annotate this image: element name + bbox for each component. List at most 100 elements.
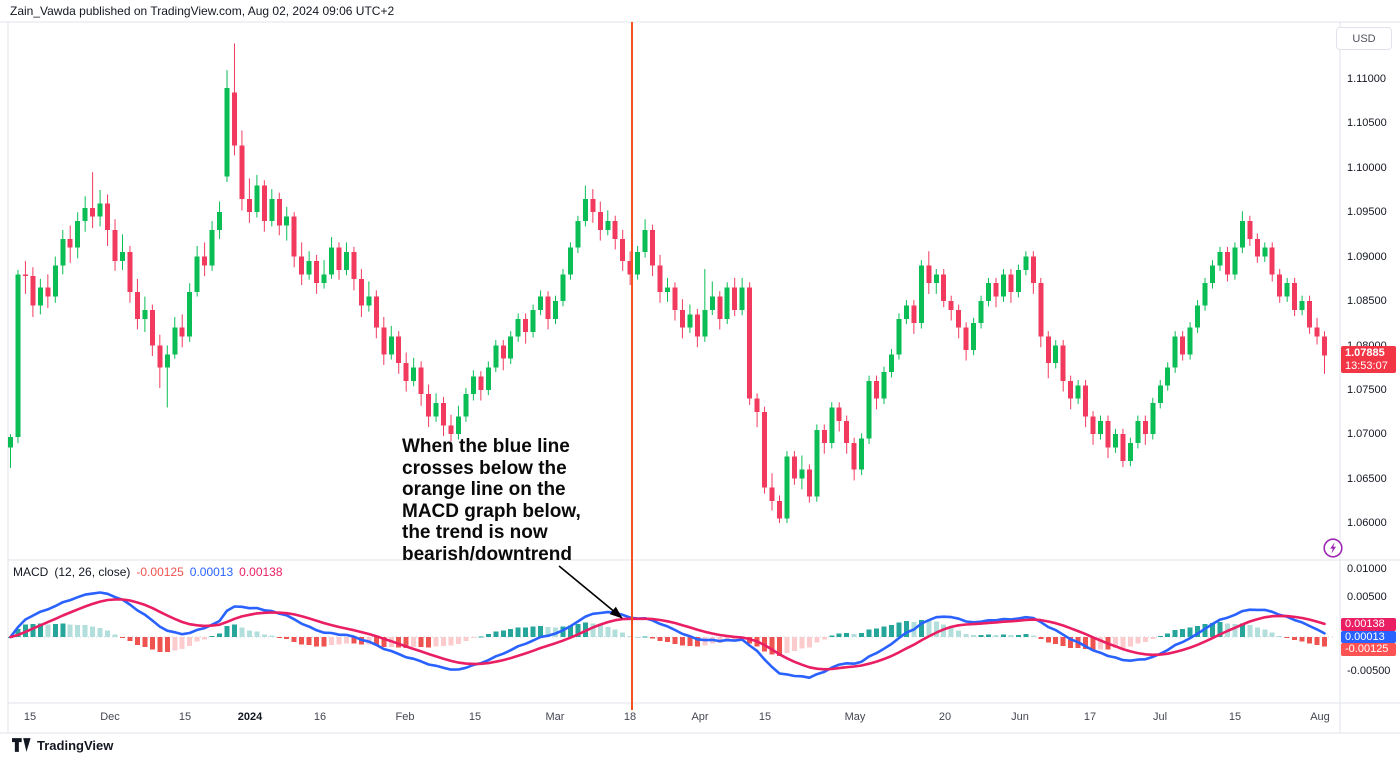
candle-body — [881, 372, 887, 399]
candle-body — [859, 438, 865, 470]
macd-histogram-bar — [515, 627, 521, 637]
macd-histogram-bar — [217, 633, 223, 637]
macd-histogram-bar — [1314, 637, 1320, 645]
candle-body — [1105, 420, 1111, 448]
candle-body — [15, 274, 21, 437]
candle-body — [694, 314, 700, 337]
candle-body — [605, 221, 611, 230]
macd-histogram-bar — [261, 634, 267, 637]
candle-body — [1023, 256, 1029, 270]
macd-histogram-bar — [500, 630, 506, 637]
macd-histogram-bar — [926, 620, 932, 637]
macd-histogram-bar — [1030, 635, 1036, 637]
macd-histogram-bar — [657, 637, 663, 641]
candle-body — [261, 185, 267, 222]
candle-body — [896, 318, 902, 355]
candle-body — [455, 416, 461, 435]
candle-body — [1284, 283, 1290, 297]
annotation-line: orange line on the — [402, 479, 566, 500]
last-price-badge: 1.07885 13:53:07 — [1341, 346, 1396, 373]
candle-body — [538, 296, 544, 310]
candle-body — [874, 380, 880, 399]
candle-body — [941, 274, 947, 301]
candle-body — [1030, 256, 1036, 284]
candle-body — [224, 87, 230, 177]
candle-body — [1247, 221, 1253, 239]
macd-histogram-bar — [1000, 634, 1006, 637]
macd-histogram-bar — [918, 620, 924, 637]
macd-histogram-bar — [1142, 637, 1148, 643]
macd-histogram-bar — [112, 634, 118, 637]
annotation-text: When the blue line crosses below the orang… — [402, 436, 581, 565]
macd-histogram-bar — [679, 637, 685, 646]
macd-histogram-bar — [1045, 637, 1051, 643]
macd-histogram-bar — [866, 629, 872, 637]
candle-body — [478, 376, 484, 390]
candle-body — [762, 412, 768, 488]
time-tick-label: 20 — [938, 711, 952, 723]
macd-histogram-bar — [246, 630, 252, 637]
macd-histogram-bar — [321, 637, 327, 647]
candle-body — [978, 301, 984, 324]
time-tick-label: 17 — [1083, 711, 1097, 723]
macd-histogram-bar — [381, 637, 387, 648]
annotation-line: crosses below the — [402, 457, 567, 479]
time-tick-label: Feb — [395, 711, 415, 723]
candle-body — [508, 336, 514, 359]
macd-histogram-bar — [933, 621, 939, 637]
footer[interactable]: TradingView — [12, 738, 113, 753]
candle-body — [1053, 345, 1059, 364]
candle-body — [30, 276, 36, 306]
time-tick-label: Apr — [691, 711, 709, 723]
candle-body — [358, 278, 364, 306]
macd-histogram-bar — [149, 637, 155, 650]
macd-histogram-bar — [119, 637, 125, 638]
macd-histogram-bar — [142, 637, 148, 647]
macd-histogram-bar — [314, 637, 320, 647]
candle-body — [590, 198, 596, 213]
macd-histogram-bar — [844, 633, 850, 637]
macd-histogram-bar — [1053, 637, 1059, 644]
candle-body — [314, 261, 320, 284]
candle-body — [418, 367, 424, 395]
candle-body — [903, 305, 909, 319]
macd-histogram-bar — [1262, 629, 1268, 637]
macd-histogram-bar — [1232, 624, 1238, 637]
lightning-icon[interactable] — [1322, 537, 1344, 559]
macd-value-badge: -0.00125 — [1341, 643, 1396, 656]
macd-histogram-bar — [351, 637, 357, 644]
macd-histogram-bar — [642, 636, 648, 638]
macd-histogram-bar — [396, 637, 402, 648]
macd-histogram-bar — [75, 624, 81, 637]
macd-histogram-bar — [224, 625, 230, 637]
currency-button[interactable]: USD — [1336, 27, 1392, 50]
candle-body — [22, 274, 28, 277]
candle-body — [829, 407, 835, 444]
macd-histogram-bar — [329, 637, 335, 645]
macd-histogram-bar — [373, 637, 379, 646]
candle-body — [709, 296, 715, 310]
macd-histogram-bar — [1150, 637, 1156, 640]
macd-histogram-bar — [1187, 627, 1193, 637]
price-tick-label: 1.10000 — [1347, 162, 1387, 174]
candle-body — [381, 327, 387, 355]
macd-histogram-bar — [874, 628, 880, 637]
candle-body — [1262, 247, 1268, 257]
candle-body — [1045, 336, 1051, 364]
macd-histogram-bar — [597, 625, 603, 637]
candle-body — [246, 198, 252, 213]
macd-legend-value: 0.00013 — [189, 565, 234, 579]
candle-body — [299, 256, 305, 275]
macd-histogram-bar — [1157, 636, 1163, 638]
candle-body — [1299, 301, 1305, 310]
macd-histogram-bar — [403, 637, 409, 648]
candle-body — [1232, 247, 1238, 275]
candle-body — [269, 198, 275, 222]
candle-body — [493, 345, 499, 368]
macd-histogram-bar — [418, 637, 424, 647]
macd-legend[interactable]: MACD (12, 26, close) -0.00125 0.00013 0.00… — [13, 565, 289, 579]
macd-histogram-bar — [187, 637, 193, 646]
macd-histogram-bar — [665, 637, 670, 643]
candle-body — [1322, 336, 1327, 356]
